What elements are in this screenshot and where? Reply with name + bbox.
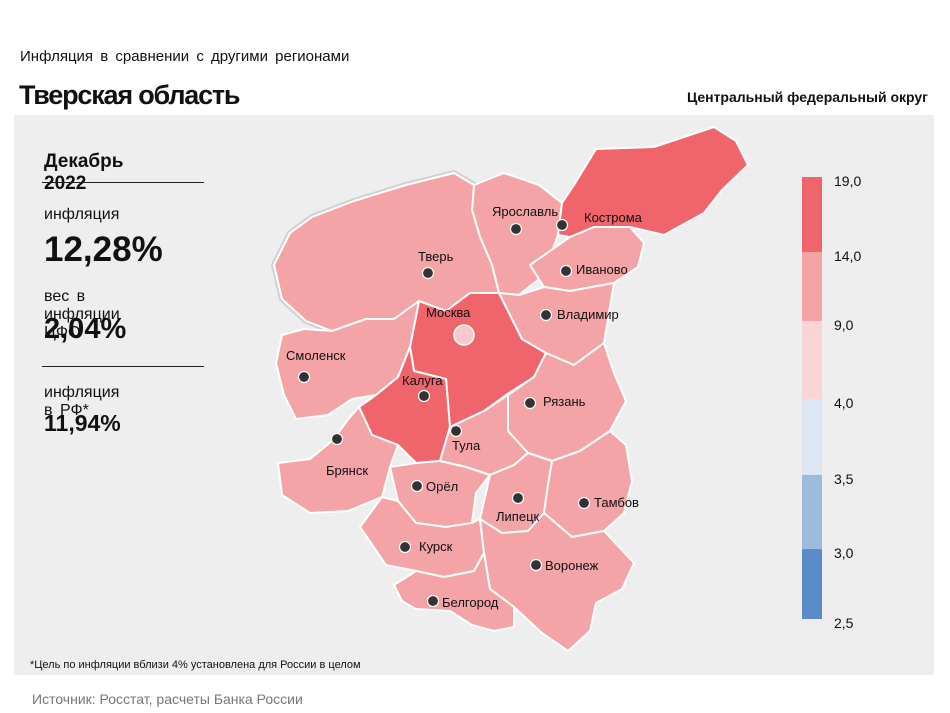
city-marker [417,389,431,403]
region-shape [557,126,749,238]
regions-map: Ярославль Кострома Тверь Иваново Москва Влади… [271,126,861,652]
city-marker [539,308,553,322]
divider-bottom [42,366,204,367]
legend-swatch [802,399,822,475]
city-label: Курск [419,539,453,554]
city-marker [523,396,537,410]
legend-tick-label: 9,0 [834,317,854,333]
region-title: Тверская область [19,80,241,110]
city-label: Воронеж [545,558,599,573]
city-marker [398,540,412,554]
legend-swatch [802,177,822,252]
legend-tick-label: 14,0 [834,248,861,264]
weight-value: 2,04% [44,313,127,345]
city-marker [297,370,311,384]
city-marker [449,424,463,438]
city-marker [330,432,344,446]
map-panel: Декабрь 2022 инфляция 12,28% вес в инфля… [14,115,934,675]
legend-tick-label: 3,0 [834,545,854,561]
city-label: Кострома [584,210,643,225]
city-label: Белгород [442,595,499,610]
city-label: Иваново [576,262,628,277]
city-marker [426,594,440,608]
legend-tick-label: 19,0 [834,173,861,189]
city-label: Тверь [418,249,454,264]
legend-tick-label: 4,0 [834,395,854,411]
region-shape [479,512,635,652]
city-marker [509,222,523,236]
rf-inflation-label: инфляция в РФ* [44,384,120,419]
city-marker [577,496,591,510]
city-label: Брянск [326,463,368,478]
city-marker [421,266,435,280]
legend-swatch [802,321,822,399]
divider-top [42,182,204,183]
region-shape [543,430,633,538]
city-marker [555,218,569,232]
legend-swatch [802,549,822,619]
region-shape [498,282,615,366]
region-shape [393,552,515,632]
weight-label: вес в инфляции ЦФО [44,288,120,341]
city-marker [529,558,543,572]
city-marker [559,264,573,278]
footnote: *Цель по инфляции вблизи 4% установлена … [30,659,361,671]
city-label: Москва [426,305,471,320]
city-label: Владимир [557,307,619,322]
inflation-value: 12,28% [44,230,163,269]
city-marker [410,479,424,493]
rf-inflation-value: 11,94% [44,410,121,436]
legend-tick-label: 2,5 [834,615,854,631]
source-note: Источник: Росстат, расчеты Банка России [32,691,303,707]
period-label: Декабрь 2022 [44,151,124,194]
city-label: Тамбов [594,495,639,510]
city-marker [453,324,475,346]
city-label: Орёл [426,479,458,494]
city-label: Рязань [543,394,586,409]
city-label: Ярославль [492,204,558,219]
city-label: Смоленск [286,348,346,363]
city-label: Липецк [496,509,540,524]
legend-swatch [802,475,822,549]
city-marker [511,491,525,505]
district-label: Центральный федеральный округ [686,89,928,105]
inflation-label: инфляция [44,206,120,223]
legend-swatch [802,252,822,321]
city-label: Калуга [402,373,443,388]
subtitle: Инфляция в сравнении с другими регионами [20,48,350,65]
legend-tick-label: 3,5 [834,471,854,487]
city-label: Тула [452,438,481,453]
